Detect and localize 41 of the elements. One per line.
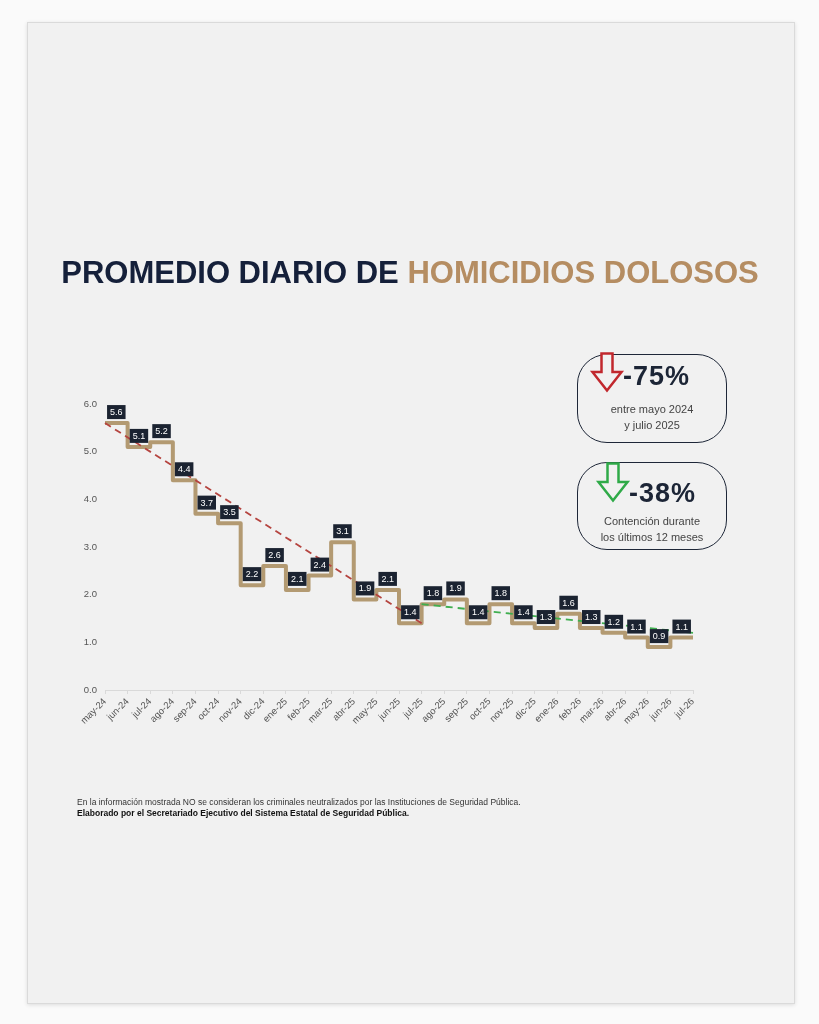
y-tick-label: 0.0 — [83, 683, 97, 695]
data-label: 1.3 — [539, 612, 553, 623]
callout-box: -75% entre mayo 2024 y julio 2025 — [577, 354, 727, 443]
data-label: 1.1 — [630, 621, 643, 632]
data-label: 1.3 — [584, 612, 598, 623]
data-label: 1.9 — [358, 583, 372, 594]
data-label: 1.4 — [517, 607, 530, 618]
y-tick-label: 6.0 — [83, 397, 97, 409]
data-label: 3.1 — [336, 526, 349, 537]
data-label: 1.8 — [494, 588, 508, 599]
annotation: -38% — [629, 478, 697, 508]
data-label: 2.1 — [290, 573, 304, 584]
data-label: 4.4 — [177, 464, 191, 475]
data-label: 1.4 — [471, 607, 485, 618]
data-label: 2.1 — [381, 573, 394, 584]
data-label: 1.9 — [449, 583, 462, 594]
y-tick-label: 5.0 — [83, 445, 97, 457]
data-label: 1.8 — [426, 588, 440, 599]
data-label: 2.2 — [245, 569, 259, 580]
data-label: 1.6 — [562, 597, 575, 608]
annotation: entre mayo 2024 y julio 2025 — [609, 402, 695, 433]
callout-box: -38% Contención durante los últimos 12 meses — [577, 462, 727, 550]
chart-title: PROMEDIO DIARIO DE HOMICIDIOS DOLOSOS — [61, 255, 759, 290]
y-tick-label: 4.0 — [83, 492, 97, 504]
text: Elaborado por el Secretariado Ejecutivo del Sistema Estatal de Seguridad Pública. — [77, 808, 411, 819]
y-tick-label: 2.0 — [83, 588, 97, 600]
data-label: 1.2 — [607, 616, 621, 627]
data-label: 5.6 — [110, 407, 123, 418]
y-tick-label: 3.0 — [83, 540, 97, 552]
data-label: 5.2 — [155, 426, 168, 437]
data-label: 2.4 — [313, 559, 327, 570]
data-label: 3.5 — [223, 507, 236, 518]
data-label: 1.1 — [675, 621, 688, 632]
data-label: 0.9 — [652, 631, 666, 642]
data-label: 5.1 — [132, 430, 146, 441]
y-tick-label: 1.0 — [83, 635, 97, 647]
annotation: Contención durante los últimos 12 meses — [599, 514, 705, 545]
data-label: 2.6 — [268, 550, 281, 561]
data-label: 3.7 — [200, 497, 214, 508]
text: En la información mostrada NO se consideran los criminales neutralizados por las Instituciones de Seguridad Pública. — [77, 797, 522, 808]
data-label: 1.4 — [404, 607, 417, 618]
